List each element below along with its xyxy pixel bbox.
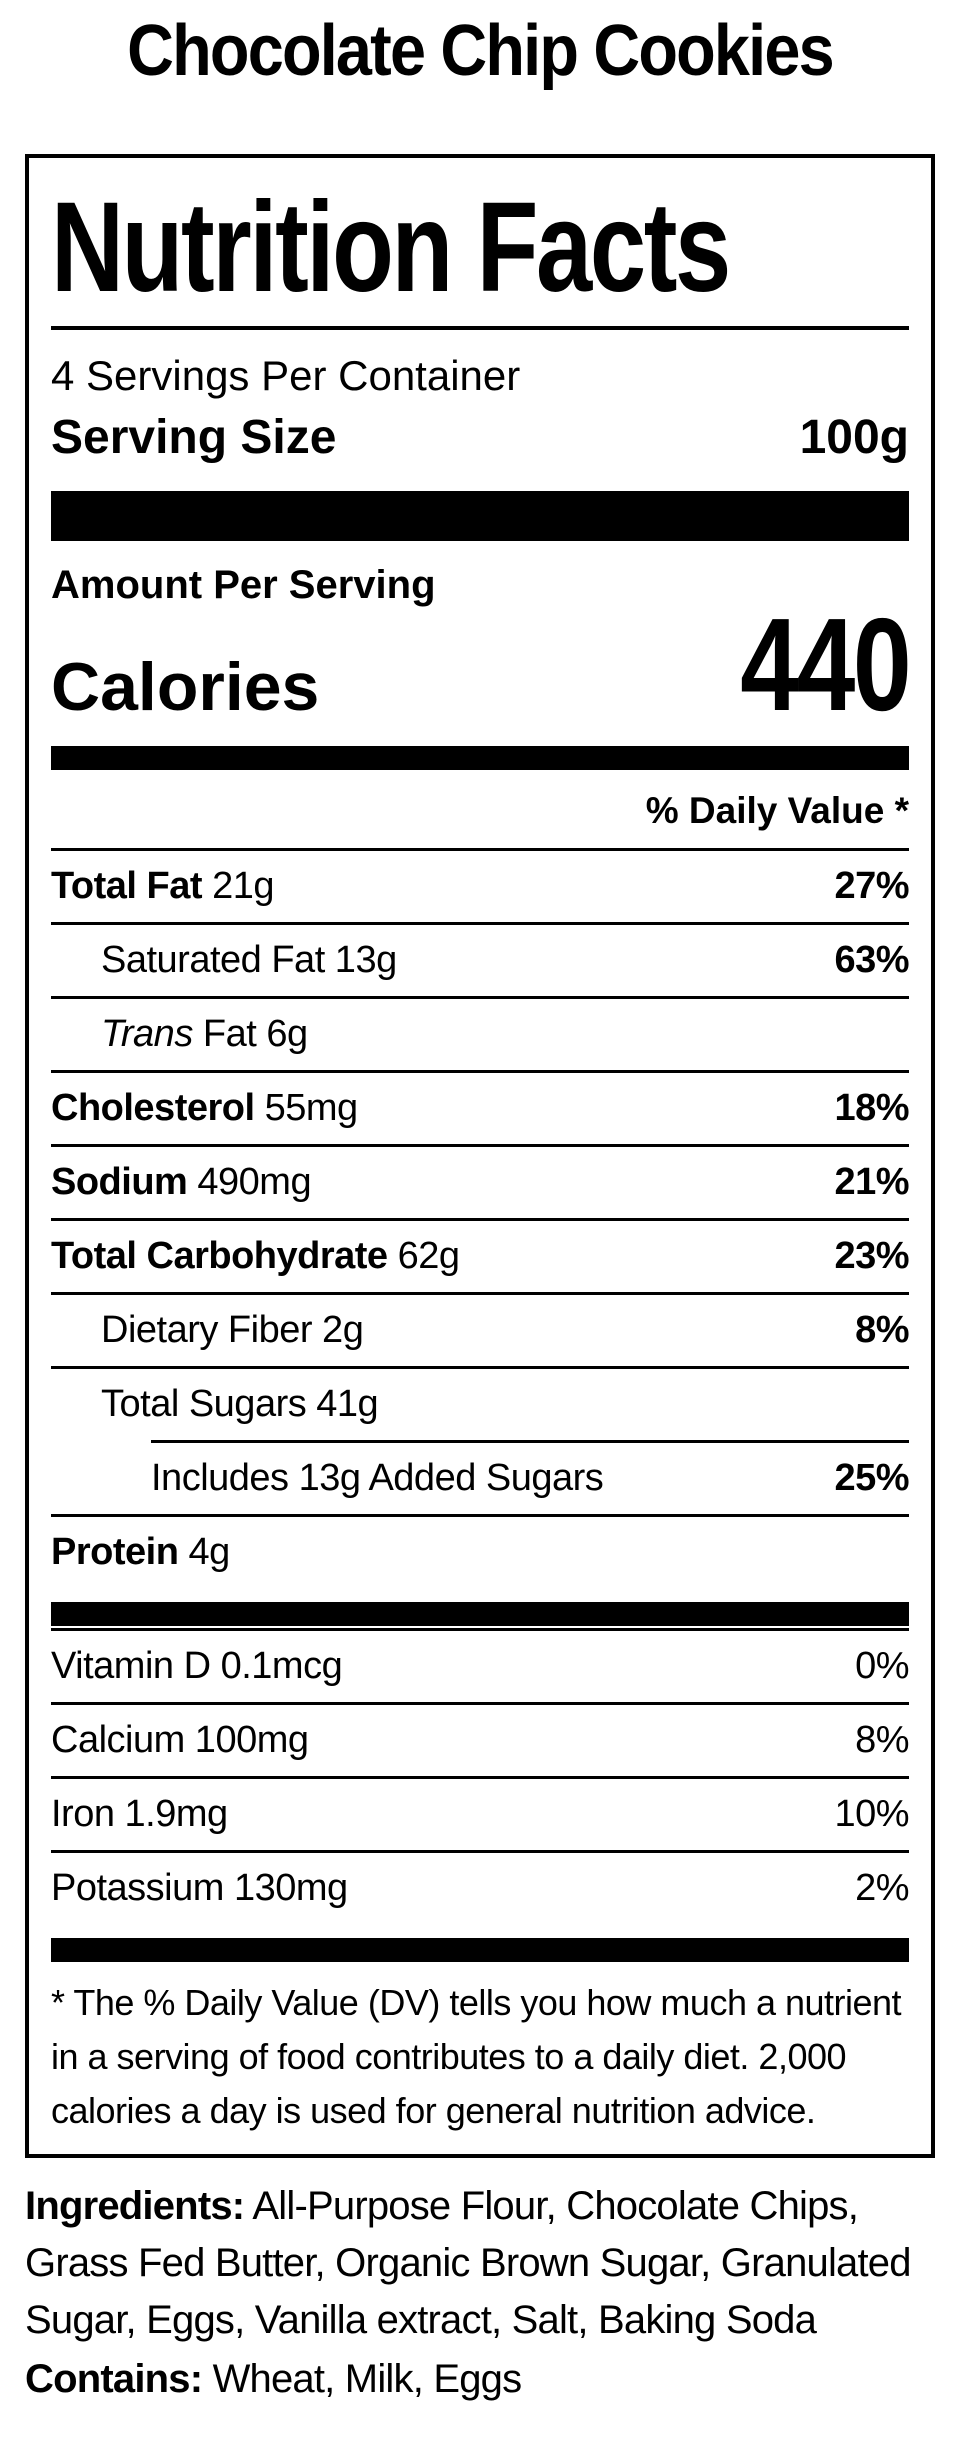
calories-row: Calories 440 — [51, 590, 911, 738]
title-rule — [51, 325, 909, 330]
nutrient-daily-value: 27% — [834, 865, 909, 908]
separator — [51, 1702, 909, 1706]
nutrient-name: Total Carbohydrate 62g — [51, 1235, 460, 1278]
vitamin-daily-value: 8% — [855, 1719, 909, 1762]
nutrient-row: Total Carbohydrate 62g 23% — [51, 1221, 909, 1292]
vitamin-row: Iron 1.9mg 10% — [51, 1779, 909, 1850]
nutrient-daily-value: 63% — [834, 939, 909, 982]
nutrient-daily-value: 21% — [834, 1161, 909, 1204]
contains-label: Contains: — [25, 2356, 203, 2401]
nutrient-name: Includes 13g Added Sugars — [151, 1457, 604, 1500]
nutrient-row: Total Fat 21g 27% — [51, 851, 909, 922]
nutrient-rows: Total Fat 21g 27% Saturated Fat 13g 63% Tran… — [51, 851, 909, 1588]
vitamin-row: Calcium 100mg 8% — [51, 1705, 909, 1776]
divider-bar — [51, 746, 909, 771]
vitamin-row: Potassium 130mg 2% — [51, 1853, 909, 1924]
separator — [51, 1218, 909, 1222]
vitamin-name: Potassium 130mg — [51, 1867, 348, 1910]
divider-thin-line — [51, 1628, 909, 1632]
vitamin-name: Iron 1.9mg — [51, 1793, 228, 1836]
page-title: Chocolate Chip Cookies — [127, 11, 834, 91]
nutrient-row: Saturated Fat 13g 63% — [51, 925, 909, 996]
separator — [51, 1144, 909, 1148]
nutrient-name: Total Fat 21g — [51, 865, 274, 908]
nutrient-daily-value: 8% — [855, 1309, 909, 1352]
contains: Contains: Wheat, Milk, Eggs — [25, 2351, 938, 2408]
nutrient-daily-value: 25% — [834, 1457, 909, 1500]
daily-value-footnote: * The % Daily Value (DV) tells you how m… — [51, 1982, 902, 2132]
ingredients-text: All-Purpose Flour, Chocolate Chips, Gras… — [25, 2184, 912, 2343]
nutrient-daily-value: 23% — [834, 1235, 909, 1278]
nutrient-name: Cholesterol 55mg — [51, 1087, 358, 1130]
nutrient-name: Saturated Fat 13g — [101, 939, 397, 982]
contains-text: Wheat, Milk, Eggs — [212, 2356, 523, 2401]
separator — [51, 1366, 909, 1370]
separator — [51, 1292, 909, 1296]
divider-bar — [51, 1602, 909, 1627]
divider-bar — [51, 1938, 909, 1963]
serving-size-value: 100g — [799, 410, 909, 464]
nutrient-row: Protein 4g — [51, 1517, 909, 1588]
nutrient-name: Trans Fat 6g — [101, 1013, 308, 1056]
servings-per-container: 4 Servings Per Container — [51, 351, 521, 399]
serving-size-label: Serving Size — [51, 410, 337, 464]
nutrient-name: Sodium 490mg — [51, 1161, 312, 1204]
vitamin-daily-value: 0% — [855, 1645, 909, 1688]
vitamin-daily-value: 10% — [834, 1793, 909, 1836]
daily-value-header: % Daily Value * — [645, 790, 909, 832]
separator — [51, 1776, 909, 1780]
separator — [51, 922, 909, 926]
calories-label: Calories — [51, 648, 320, 725]
separator — [51, 1070, 909, 1074]
separator — [51, 996, 909, 1000]
nutrient-row: Trans Fat 6g — [51, 999, 909, 1070]
ingredients-label: Ingredients: — [25, 2184, 245, 2229]
separator — [51, 1850, 909, 1854]
nutrient-name: Dietary Fiber 2g — [101, 1309, 364, 1352]
nutrient-row: Total Sugars 41g — [51, 1369, 909, 1440]
amount-per-serving-label: Amount Per Serving — [51, 562, 436, 607]
serving-size-row: Serving Size 100g — [51, 410, 909, 465]
nutrition-facts-label: Nutrition Facts 4 Servings Per Container… — [25, 153, 935, 2159]
separator — [51, 848, 909, 852]
nutrient-daily-value: 18% — [834, 1087, 909, 1130]
thick-divider-bar — [51, 490, 909, 541]
vitamin-name: Vitamin D 0.1mcg — [51, 1645, 343, 1688]
nutrient-name: Total Sugars 41g — [101, 1383, 379, 1426]
nutrient-row: Sodium 490mg 21% — [51, 1147, 909, 1218]
vitamin-rows: Vitamin D 0.1mcg 0% Calcium 100mg 8% Iron 1.… — [51, 1631, 909, 1924]
ingredients: Ingredients: All-Purpose Flour, Chocolat… — [25, 2178, 938, 2348]
nutrient-row: Includes 13g Added Sugars 25% — [51, 1443, 909, 1514]
label-title: Nutrition Facts — [51, 175, 731, 319]
nutrient-row: Cholesterol 55mg 18% — [51, 1073, 909, 1144]
calories-value: 440 — [740, 590, 911, 738]
vitamin-row: Vitamin D 0.1mcg 0% — [51, 1631, 909, 1702]
vitamin-daily-value: 2% — [855, 1867, 909, 1910]
vitamin-name: Calcium 100mg — [51, 1719, 309, 1762]
separator — [51, 1514, 909, 1518]
nutrient-name: Protein 4g — [51, 1531, 230, 1574]
nutrient-row: Dietary Fiber 2g 8% — [51, 1295, 909, 1366]
separator — [151, 1440, 909, 1444]
